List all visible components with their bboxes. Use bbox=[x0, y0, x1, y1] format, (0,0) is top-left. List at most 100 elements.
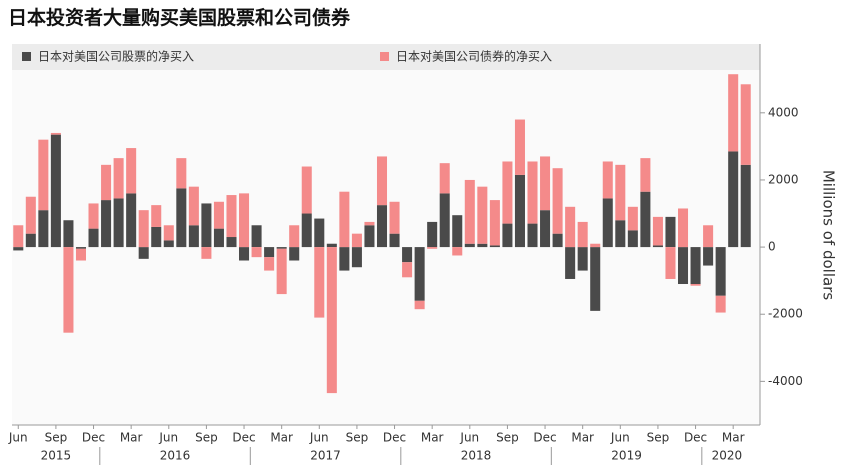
x-tick-label: Jun bbox=[459, 431, 479, 445]
bar bbox=[63, 247, 74, 333]
x-group-label: 2017 bbox=[310, 449, 341, 463]
bar bbox=[239, 193, 250, 248]
bar bbox=[38, 210, 49, 248]
bar bbox=[151, 205, 162, 227]
bar bbox=[113, 158, 124, 199]
bar bbox=[88, 203, 99, 229]
x-group-label: 2016 bbox=[160, 449, 191, 463]
bar bbox=[326, 243, 337, 248]
bar bbox=[126, 148, 137, 194]
bar bbox=[527, 161, 538, 224]
bar bbox=[13, 247, 24, 251]
bar bbox=[213, 201, 224, 229]
bar bbox=[138, 210, 149, 248]
bar bbox=[439, 163, 450, 194]
bar bbox=[201, 247, 212, 259]
bar bbox=[439, 193, 450, 248]
bar bbox=[364, 221, 375, 226]
bar bbox=[163, 225, 174, 241]
bar bbox=[188, 186, 199, 226]
bar bbox=[502, 161, 513, 224]
bar bbox=[126, 193, 137, 248]
bar bbox=[703, 247, 714, 266]
bar bbox=[703, 225, 714, 248]
bar bbox=[728, 74, 739, 152]
bar bbox=[151, 226, 162, 248]
bar bbox=[38, 139, 49, 211]
bar bbox=[101, 164, 112, 201]
bar bbox=[427, 247, 438, 249]
bar bbox=[640, 158, 651, 192]
x-tick-label: Jun bbox=[158, 431, 178, 445]
bar bbox=[289, 225, 300, 248]
bar bbox=[502, 223, 513, 248]
y-tick-label: 2000 bbox=[768, 172, 799, 186]
bar bbox=[464, 243, 475, 248]
bar bbox=[176, 158, 187, 189]
bar bbox=[314, 247, 325, 318]
bar bbox=[13, 225, 24, 248]
bar bbox=[590, 243, 601, 248]
bar bbox=[264, 247, 275, 258]
bar bbox=[627, 206, 638, 231]
bar bbox=[376, 156, 388, 206]
bar bbox=[464, 179, 475, 244]
bar bbox=[477, 243, 488, 248]
x-tick-label: Jun bbox=[309, 431, 329, 445]
bar bbox=[552, 233, 563, 248]
bar bbox=[740, 164, 751, 248]
bar bbox=[264, 257, 275, 271]
bar bbox=[640, 191, 651, 248]
bar bbox=[163, 240, 174, 248]
bar bbox=[652, 216, 663, 246]
y-tick-label: 0 bbox=[768, 240, 776, 254]
bar bbox=[389, 233, 400, 248]
bar bbox=[452, 247, 463, 256]
x-tick-label: Jun bbox=[8, 431, 28, 445]
bar bbox=[602, 198, 613, 248]
x-group-label: 2020 bbox=[712, 449, 743, 463]
bar bbox=[514, 174, 525, 248]
x-tick-label: Dec bbox=[82, 431, 105, 445]
bar bbox=[552, 168, 563, 234]
bar bbox=[540, 210, 551, 248]
bar bbox=[489, 245, 500, 248]
x-tick-label: Mar bbox=[421, 431, 444, 445]
bar bbox=[25, 233, 36, 248]
bar bbox=[565, 206, 576, 248]
bar bbox=[540, 156, 551, 211]
x-tick-label: Jun bbox=[610, 431, 630, 445]
bar bbox=[351, 247, 362, 268]
bar bbox=[113, 198, 124, 248]
bar bbox=[351, 233, 362, 248]
bar bbox=[75, 247, 86, 249]
bar bbox=[276, 248, 287, 295]
bar bbox=[590, 247, 601, 311]
x-group-label: 2019 bbox=[611, 449, 642, 463]
bar bbox=[615, 220, 626, 248]
bar bbox=[25, 196, 36, 234]
bar bbox=[427, 221, 438, 248]
bar bbox=[678, 208, 689, 248]
bar bbox=[138, 247, 149, 259]
bar bbox=[414, 247, 425, 301]
bar bbox=[402, 247, 413, 263]
bar bbox=[728, 151, 739, 248]
bar bbox=[251, 225, 262, 248]
bar bbox=[452, 215, 463, 248]
bar bbox=[527, 223, 538, 248]
bar bbox=[577, 247, 588, 271]
bar bbox=[402, 262, 413, 278]
x-tick-label: Sep bbox=[647, 431, 670, 445]
x-group-label: 2018 bbox=[461, 449, 492, 463]
x-tick-label: Sep bbox=[45, 431, 68, 445]
bar bbox=[364, 225, 375, 248]
y-axis-label: Millions of dollars bbox=[820, 170, 838, 300]
bar bbox=[477, 186, 488, 244]
x-tick-label: Dec bbox=[232, 431, 255, 445]
legend-label: 日本对美国公司股票的净买入 bbox=[38, 49, 194, 64]
x-tick-label: Mar bbox=[722, 431, 745, 445]
bar bbox=[339, 247, 350, 271]
bar bbox=[213, 228, 224, 248]
bar bbox=[239, 247, 250, 261]
